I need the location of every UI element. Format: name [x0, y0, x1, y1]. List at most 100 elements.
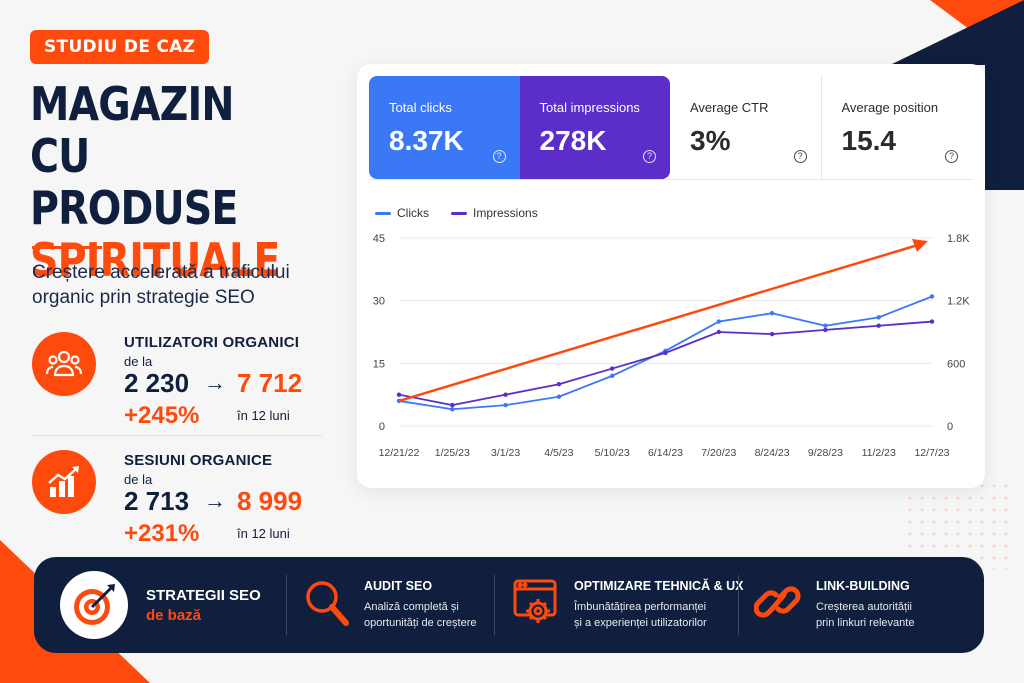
metrics-divider: [32, 435, 322, 436]
y-left-tick-label: 15: [373, 358, 385, 370]
y-right-tick-label: 1.8K: [947, 233, 970, 245]
help-icon[interactable]: ?: [643, 150, 656, 163]
title-line-3: SPIRITUALE: [30, 233, 280, 287]
x-tick-label: 5/10/23: [595, 447, 630, 459]
data-point-clicks: [610, 373, 615, 379]
y-right-tick-label: 600: [947, 358, 965, 370]
data-point-impressions: [396, 392, 402, 397]
search-console-panel: Total clicks 8.37K ? Total impressions 2…: [357, 64, 985, 488]
x-tick-label: 1/25/23: [435, 447, 470, 459]
data-point-clicks: [716, 319, 721, 324]
title-line-1: MAGAZIN CU: [30, 77, 234, 183]
y-right-tick-label: 1.2K: [947, 296, 970, 308]
kpi-value: 278K: [539, 125, 607, 156]
legend-swatch: [451, 211, 467, 215]
kpi-total-impressions[interactable]: Total impressions 278K ?: [519, 76, 670, 179]
legend-clicks[interactable]: Clicks: [375, 206, 429, 220]
data-point-impressions: [450, 402, 455, 408]
metric-from-value: 2 230: [124, 368, 190, 398]
data-point-impressions: [716, 329, 721, 335]
data-point-clicks: [823, 323, 828, 328]
feature-desc-line: oportunități de creștere: [364, 617, 477, 629]
feature-title: LINK-BUILDING: [816, 579, 910, 593]
data-point-clicks: [769, 311, 775, 316]
metric-title: SESIUNI ORGANICE: [124, 452, 273, 469]
metric-percent: +231%: [124, 520, 200, 547]
metric-from-label: de la: [124, 354, 153, 369]
magnifier-icon: [302, 577, 350, 629]
metric-title: UTILIZATORI ORGANICI: [124, 334, 300, 351]
feature-desc-line: și a experienței utilizatorilor: [574, 617, 707, 629]
band-divider: [738, 575, 739, 635]
metric-to-value: 8 999: [237, 486, 303, 516]
kpi-label: Average CTR: [690, 100, 769, 115]
x-tick-label: 11/2/23: [862, 447, 896, 459]
kpi-average-position[interactable]: Average position 15.4 ?: [822, 76, 973, 179]
x-tick-label: 8/24/23: [755, 447, 790, 459]
data-point-clicks: [450, 407, 455, 412]
metric-period: în 12 luni: [237, 526, 290, 541]
y-left-tick-label: 0: [379, 421, 385, 433]
legend-impressions[interactable]: Impressions: [451, 206, 538, 220]
metric-organic-users: UTILIZATORI ORGANICI de la 2 230 → 7 712…: [32, 332, 332, 432]
trend-arrow-line: [398, 243, 919, 403]
users-icon: [32, 332, 96, 396]
metric-organic-sessions: SESIUNI ORGANICE de la 2 713 → 8 999 +23…: [32, 450, 332, 550]
browser-gear-icon: [512, 577, 560, 629]
help-icon[interactable]: ?: [945, 150, 958, 163]
x-tick-label: 12/7/23: [914, 447, 949, 459]
legend-swatch: [375, 211, 391, 215]
metric-arrow: →: [204, 488, 226, 513]
kpi-label: Total impressions: [539, 100, 640, 115]
feature-description: Îmbunătățirea performanței și a experien…: [574, 599, 707, 631]
page-title: MAGAZIN CU PRODUSE SPIRITUALE: [30, 78, 305, 286]
metric-arrow: →: [204, 370, 226, 395]
y-left-tick-label: 45: [373, 233, 385, 245]
title-underline: [32, 246, 102, 249]
x-tick-label: 7/20/23: [701, 447, 736, 459]
x-tick-label: 6/14/23: [648, 447, 683, 459]
data-point-clicks: [929, 294, 935, 299]
kpi-value: 3%: [690, 125, 731, 156]
traffic-line-chart: 45 1.8K 30 1.2K 15 600 0 0 12/21/22 1/25/23 3/1/23…: [373, 233, 971, 459]
help-icon[interactable]: ?: [793, 150, 807, 163]
data-point-clicks: [556, 394, 562, 399]
feature-desc-line: prin linkuri relevante: [816, 617, 915, 629]
target-icon: [60, 571, 128, 639]
seo-strategy-band: STRATEGII SEO de bază AUDIT SEO Analiză …: [34, 557, 984, 653]
data-point-impressions: [929, 319, 935, 324]
help-icon[interactable]: ?: [492, 150, 506, 163]
metric-percent: +245%: [124, 402, 200, 429]
feature-desc-line: Creșterea autorității: [816, 601, 912, 613]
feature-description: Analiză completă și oportunități de creș…: [364, 599, 477, 631]
feature-title: OPTIMIZARE TEHNICĂ & UX: [574, 579, 744, 593]
kpi-value: 8.37K: [389, 125, 464, 156]
band-divider: [286, 575, 287, 635]
metric-from-value: 2 713: [124, 486, 190, 516]
title-line-2: PRODUSE: [30, 181, 238, 235]
metric-from-label: de la: [124, 472, 153, 487]
kpi-value: 15.4: [841, 125, 897, 156]
chart-legend: Clicks Impressions: [375, 206, 538, 220]
feature-description: Creșterea autorității prin linkuri relev…: [816, 599, 914, 631]
strategy-title: STRATEGII SEO: [146, 587, 261, 604]
growth-chart-icon: [32, 450, 96, 514]
trend-arrow-head: [912, 239, 928, 252]
x-tick-label: 12/21/22: [379, 447, 420, 459]
x-tick-label: 4/5/23: [544, 447, 573, 459]
kpi-row: Total clicks 8.37K ? Total impressions 2…: [369, 76, 972, 180]
subtitle: Creștere accelerată a traficului organic…: [32, 262, 290, 308]
feature-desc-line: Analiză completă și: [364, 601, 459, 613]
data-point-impressions: [876, 323, 881, 328]
kpi-total-clicks[interactable]: Total clicks 8.37K ?: [369, 76, 520, 179]
case-study-badge: STUDIU DE CAZ: [30, 30, 210, 64]
data-point-impressions: [823, 327, 828, 333]
dot-pattern: [904, 480, 1014, 570]
legend-label: Clicks: [397, 206, 429, 220]
data-point-impressions: [663, 350, 668, 356]
x-tick-label: 9/28/23: [808, 447, 843, 459]
metric-to-value: 7 712: [237, 368, 303, 398]
kpi-label: Total clicks: [389, 100, 452, 115]
data-point-impressions: [556, 382, 562, 387]
kpi-average-ctr[interactable]: Average CTR 3% ?: [670, 76, 822, 179]
